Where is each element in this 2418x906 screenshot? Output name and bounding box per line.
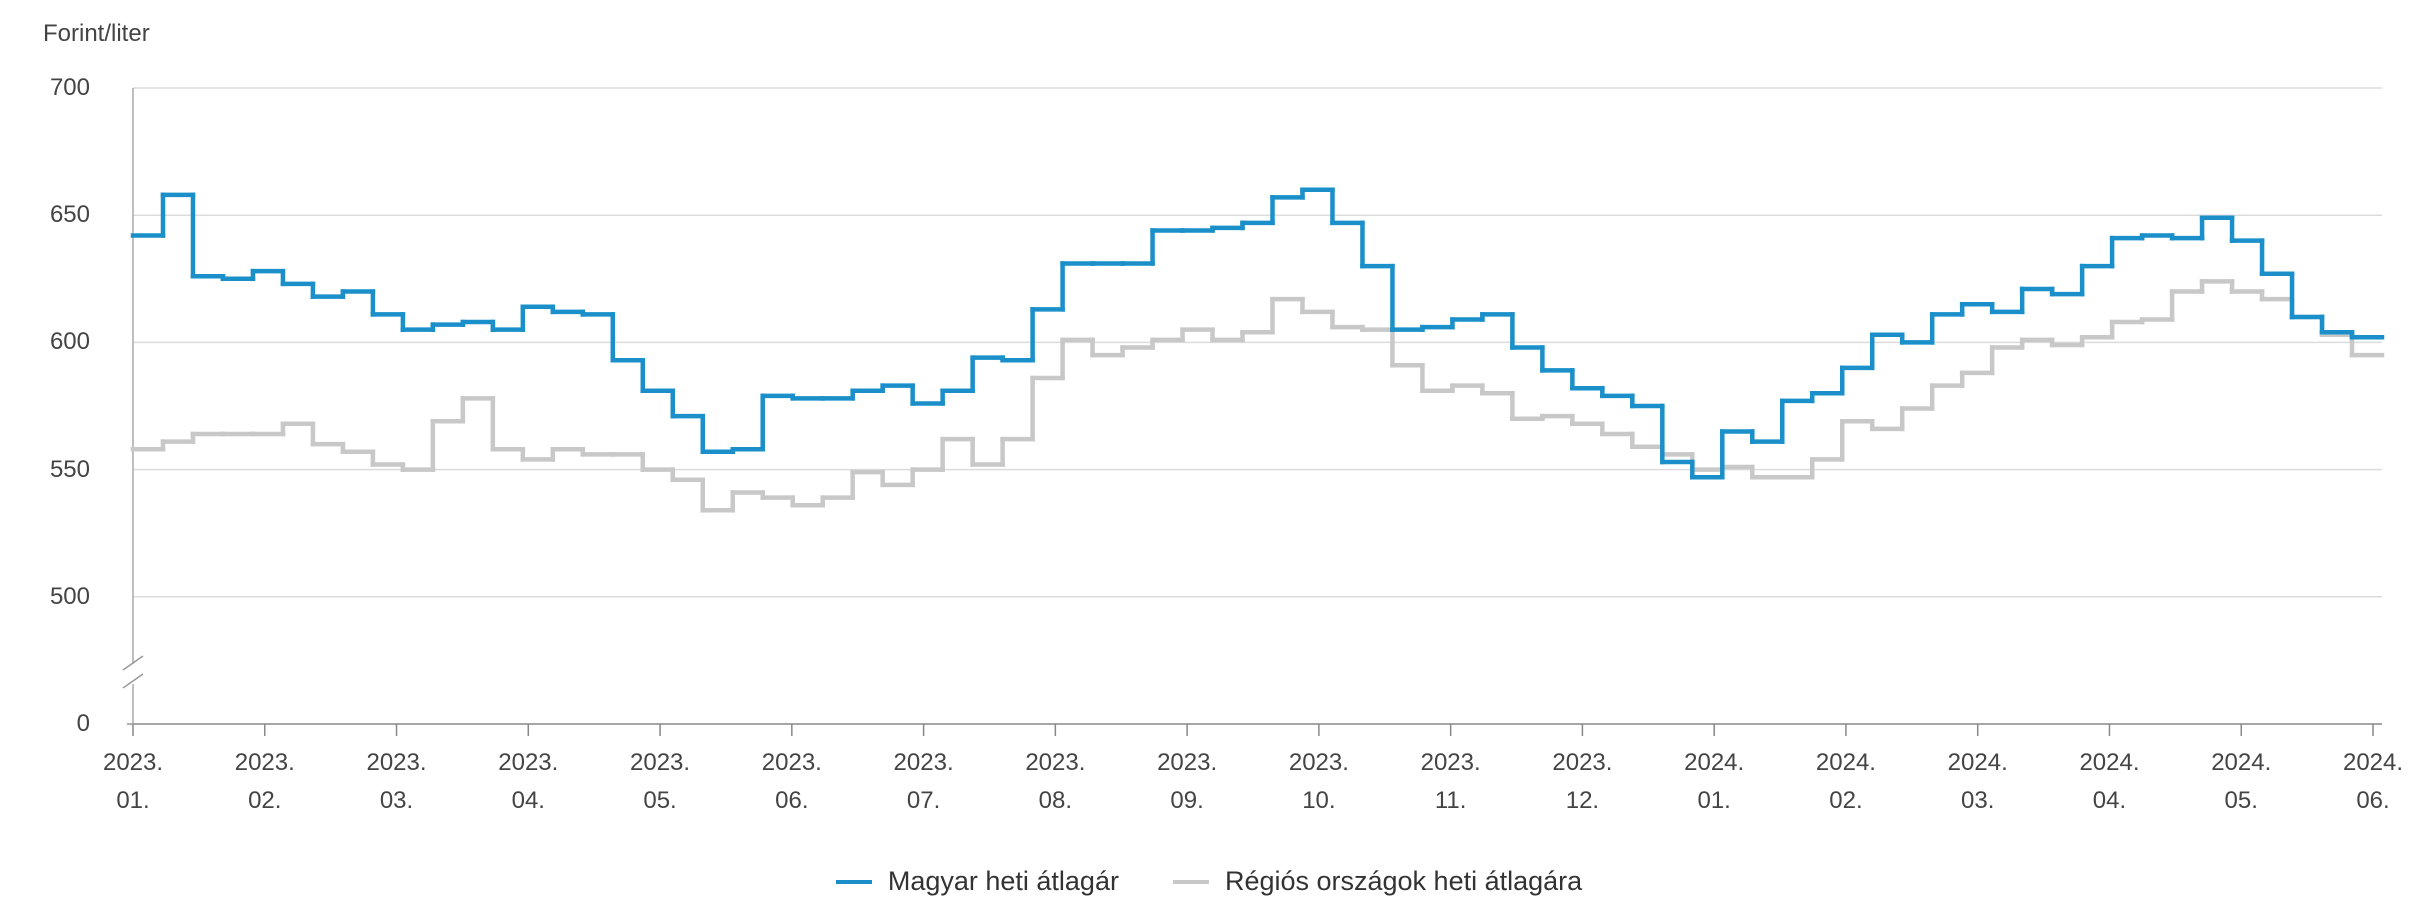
x-tick-label: 2023. 06. [761,749,822,814]
y-tick-label: 0 [76,710,90,737]
legend-swatch [1172,879,1209,884]
x-tick-label: 2023. 11. [1420,749,1481,814]
x-tick-label: 2024. 01. [1684,749,1745,814]
y-tick-label: 650 [49,201,90,229]
x-tick-label: 2024. 05. [2211,749,2272,814]
y-tick-label: 600 [49,328,90,356]
y-tick-label: 550 [49,455,90,483]
x-tick-label: 2023. 04. [498,749,559,814]
x-tick-label: 2023. 09. [1157,749,1218,814]
x-tick-label: 2023. 01. [102,749,164,814]
x-tick-label: 2023. 12. [1552,749,1613,814]
x-tick-label: 2024. 03. [1947,749,2008,814]
x-tick-label: 2024. 04. [2079,749,2140,814]
legend-item: Magyar heti átlagár [835,866,1119,897]
legend-label: Régiós országok heti átlagára [1224,866,1583,896]
axis-break [122,655,144,671]
legend-item: Régiós országok heti átlagára [1172,866,1583,897]
x-tick-label: 2023. 02. [234,749,295,814]
x-tick-label: 2023. 10. [1288,749,1349,814]
x-tick-label: 2023. 03. [366,749,427,814]
legend-label: Magyar heti átlagár [887,866,1119,896]
x-tick-label: 2023. 07. [893,749,954,814]
x-tick-label: 2023. 05. [630,749,691,814]
y-tick-label: 700 [49,74,90,101]
x-tick-label: 2024. 02. [1815,749,1876,814]
x-tick-label: 2023. 08. [1025,749,1086,814]
axis-break [122,673,144,689]
legend: Magyar heti átlagár Régiós országok heti … [0,866,2418,897]
legend-swatch [835,879,872,884]
y-tick-label: 500 [49,582,90,610]
x-tick-label: 2024. 06. [2342,749,2404,814]
y-axis-label: Forint/liter [43,20,150,47]
